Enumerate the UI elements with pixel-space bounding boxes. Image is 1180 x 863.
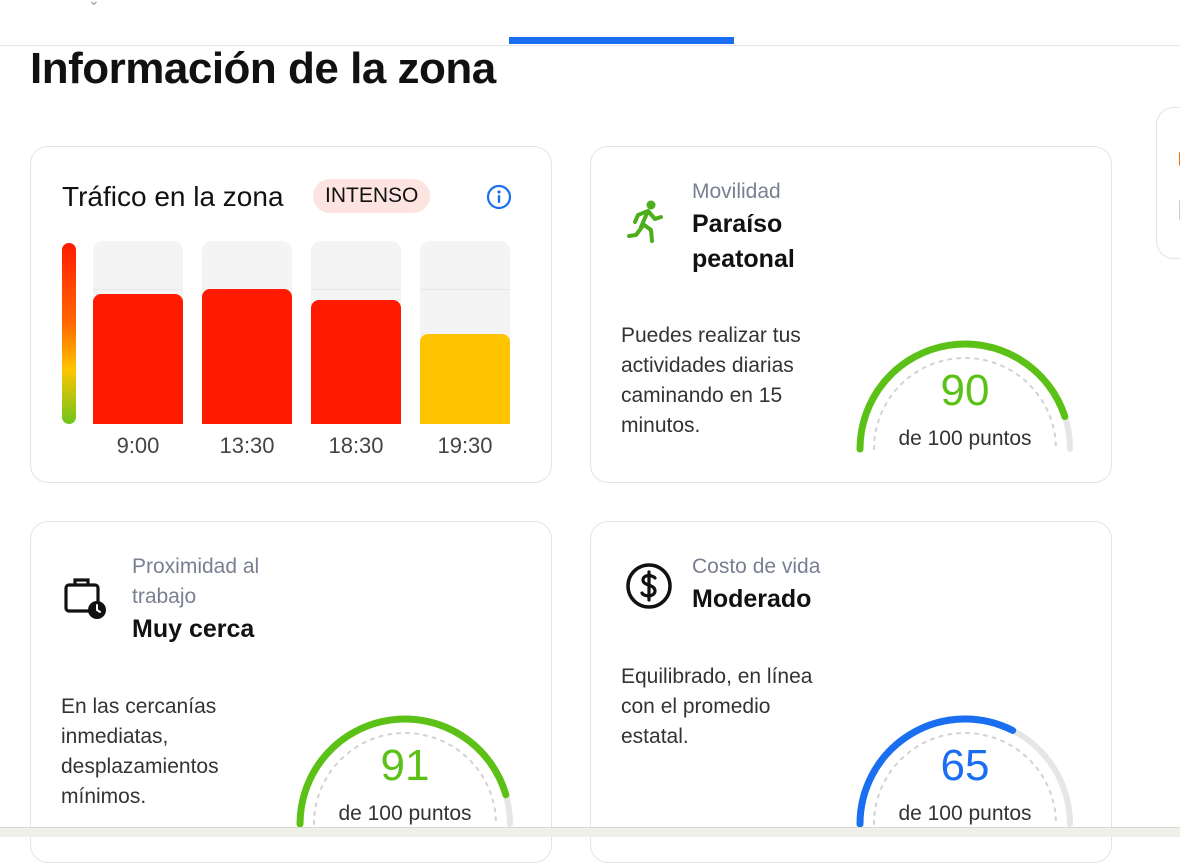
work-proximity-score-caption: de 100 puntos: [338, 802, 472, 825]
mobility-value: Paraíso: [692, 210, 783, 238]
traffic-bar-track: [311, 241, 401, 424]
top-navigation: ⌄: [0, 0, 1180, 46]
traffic-bar-track: [202, 241, 292, 424]
traffic-card: Tráfico en la zona INTENSO 9:00 13:30 18:3…: [30, 146, 552, 483]
traffic-status-badge: INTENSO: [313, 179, 431, 213]
traffic-bar-track: [420, 241, 510, 424]
traffic-scale-gradient: [62, 243, 76, 424]
gauge-fill: [296, 715, 510, 828]
dollar-circle-icon: [626, 563, 672, 609]
cost-of-living-score: 65: [940, 741, 990, 790]
grid-line: [311, 289, 401, 290]
traffic-bar: [311, 300, 401, 424]
traffic-bar: [93, 294, 183, 424]
work-proximity-label: Proximidad al trabajo: [132, 555, 260, 608]
gauge-inner-ticks: [313, 732, 497, 825]
mobility-value-line2: peatonal: [692, 245, 795, 273]
tab-fragment: ⌄: [88, 0, 100, 8]
work-proximity-description: En las cercanías inmediatas, desplazamie…: [61, 695, 219, 808]
gauge-arc: [856, 715, 1073, 828]
cost-of-living-label: Costo de vida: [692, 555, 821, 578]
next-card-partial[interactable]: [1156, 107, 1180, 259]
traffic-title: Tráfico en la zona: [62, 181, 284, 212]
traffic-bar: [202, 289, 292, 424]
mobility-description: Puedes realizar tus actividades diarias …: [621, 324, 801, 437]
traffic-bar-label: 9:00: [116, 433, 160, 458]
traffic-bar: [420, 334, 510, 424]
traffic-bar-label: 18:30: [328, 433, 384, 458]
mobility-score-caption: de 100 puntos: [898, 427, 1032, 450]
work-proximity-card: Proximidad al trabajo Muy cerca En las c…: [30, 521, 552, 863]
gauge-inner-ticks: [873, 357, 1057, 450]
mobility-score: 90: [940, 366, 990, 415]
work-proximity-score: 91: [380, 741, 430, 790]
bottom-strip: [0, 827, 1180, 837]
walking-person-icon: [627, 200, 663, 243]
gauge-fill: [856, 340, 1069, 453]
page-title: Información de la zona: [30, 44, 496, 93]
cost-of-living-score-caption: de 100 puntos: [898, 802, 1032, 825]
grid-line: [420, 289, 510, 290]
gauge-inner-ticks: [873, 732, 1057, 825]
cost-of-living-score-gauge: 65 de 100 puntos: [855, 714, 1075, 844]
cost-of-living-card: Costo de vida Moderado Equilibrado, en l…: [590, 521, 1112, 863]
gauge-arc: [856, 340, 1073, 453]
mobility-card: Movilidad Paraíso peatonal Puedes realiz…: [590, 146, 1112, 483]
cost-of-living-description: Equilibrado, en línea con el promedio es…: [621, 665, 813, 748]
active-tab-indicator[interactable]: [509, 37, 734, 44]
cost-of-living-value: Moderado: [692, 585, 812, 613]
traffic-bar-label: 19:30: [437, 433, 493, 458]
mobility-score-gauge: 90 de 100 puntos: [855, 339, 1075, 469]
briefcase-clock-icon: [64, 578, 106, 619]
mobility-label: Movilidad: [692, 180, 781, 203]
work-proximity-score-gauge: 91 de 100 puntos: [295, 714, 515, 844]
traffic-bar-track: [93, 241, 183, 424]
gauge-fill: [856, 715, 1017, 828]
traffic-bar-label: 13:30: [219, 433, 275, 458]
gauge-arc: [296, 715, 513, 828]
info-circle-icon[interactable]: [486, 184, 512, 210]
grid-line: [93, 289, 183, 290]
work-proximity-value: Muy cerca: [132, 615, 255, 643]
